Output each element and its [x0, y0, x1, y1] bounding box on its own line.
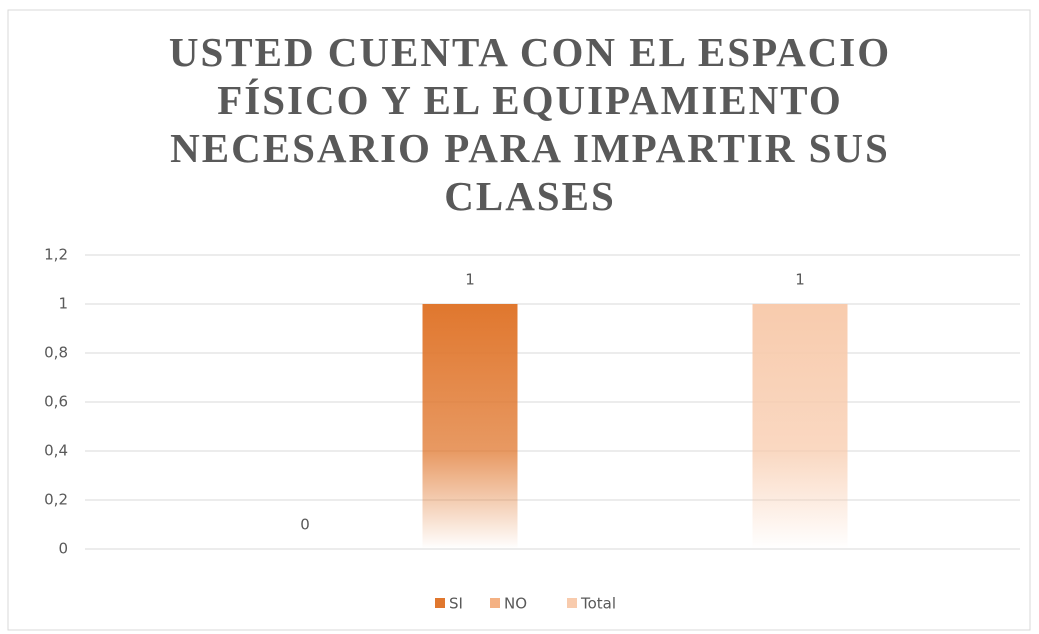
legend-swatch: [567, 598, 577, 608]
legend-label: SI: [449, 595, 463, 613]
y-tick-label: 0,4: [44, 442, 68, 460]
legend-swatch: [490, 598, 500, 608]
y-tick-label: 0,8: [44, 344, 68, 362]
data-label: 0: [300, 516, 310, 534]
data-label: 1: [795, 271, 805, 289]
y-tick-label: 0,2: [44, 491, 68, 509]
bar: [752, 304, 848, 549]
legend-label: NO: [504, 595, 527, 613]
chart-title: USTED CUENTA CON EL ESPACIO FÍSICO Y EL …: [168, 29, 892, 219]
y-tick-label: 0: [58, 540, 68, 558]
chart-border: [7, 9, 1031, 631]
data-label: 1: [465, 271, 475, 289]
y-tick-label: 1,2: [44, 246, 68, 264]
legend-swatch: [435, 598, 445, 608]
bar: [422, 304, 518, 549]
y-tick-label: 0,6: [44, 393, 68, 411]
y-tick-label: 1: [58, 295, 68, 313]
legend-label: Total: [580, 595, 616, 613]
